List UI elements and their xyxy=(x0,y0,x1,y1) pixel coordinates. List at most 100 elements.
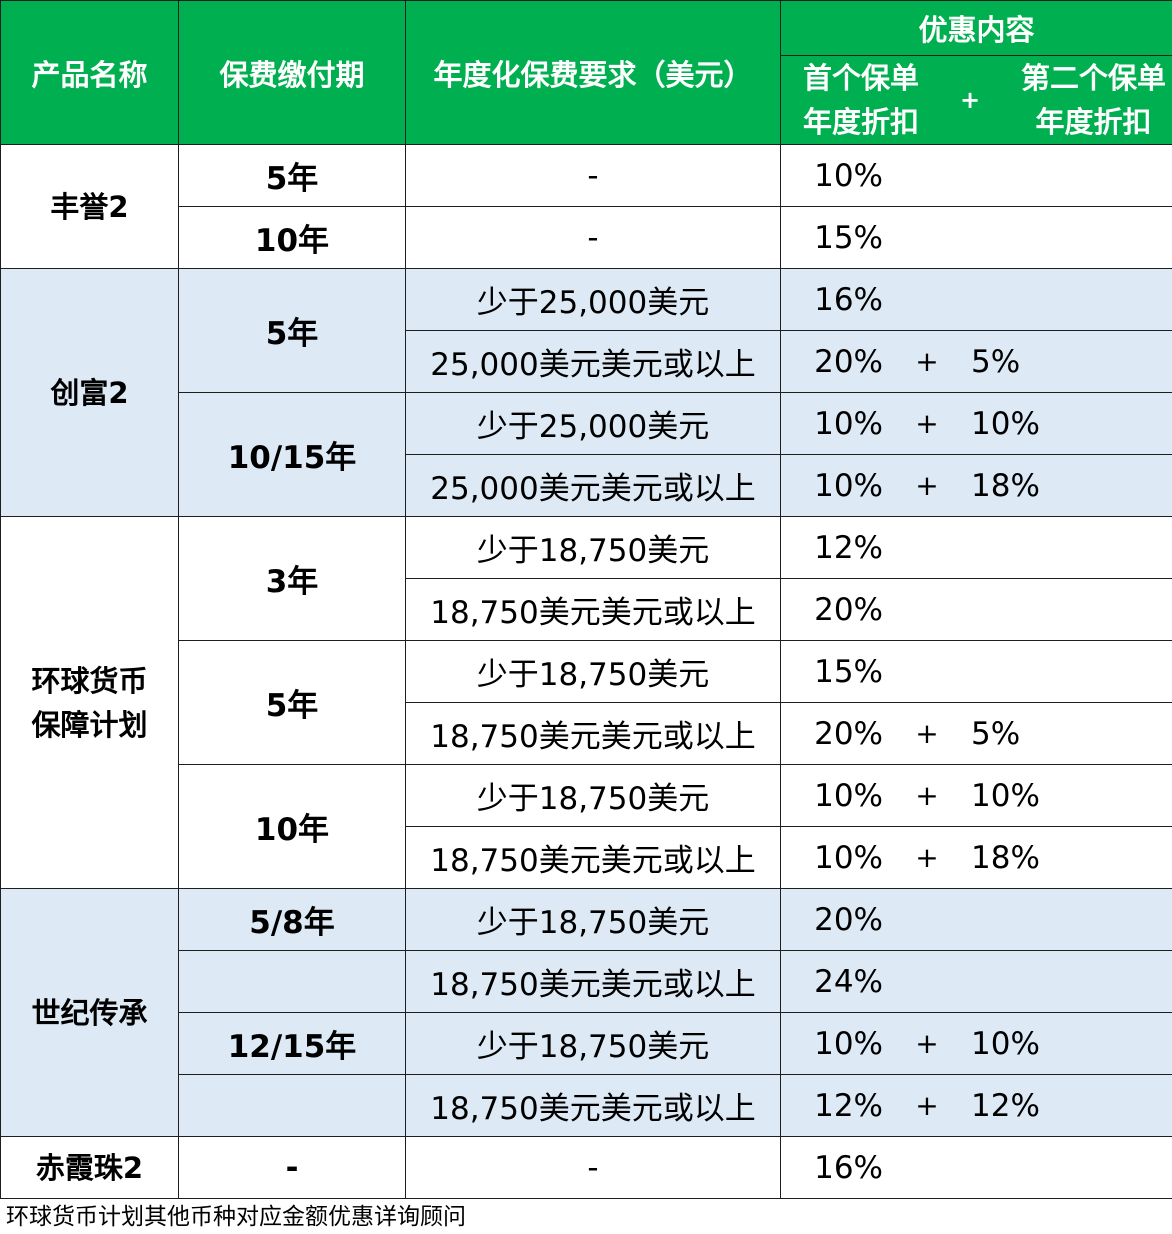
plus-sign: + xyxy=(915,1027,939,1060)
first-discount: 12% xyxy=(814,1087,883,1124)
plus-sign: + xyxy=(915,841,939,874)
requirement-cell: - xyxy=(405,206,781,269)
second-discount: 18% xyxy=(971,839,1040,876)
table-row: 18,750美元美元或以上 12% +12% xyxy=(1,1074,1172,1137)
term-cell: 12/15年 xyxy=(178,1012,406,1075)
second-discount: 10% xyxy=(971,1025,1040,1062)
table-row: 10年 - 15% xyxy=(1,206,1172,269)
header-second-policy: 第二个保单 年度折扣 xyxy=(1020,57,1166,144)
first-discount: 20% xyxy=(814,715,883,752)
discount-cell: 16% xyxy=(780,268,1172,331)
first-discount: 10% xyxy=(814,777,883,814)
requirement-cell: 18,750美元美元或以上 xyxy=(405,578,781,641)
product-name-line2: 保障计划 xyxy=(31,707,148,742)
header-second-policy-line2: 年度折扣 xyxy=(1035,105,1152,139)
header-first-policy-line1: 首个保单 xyxy=(803,61,920,95)
discount-cell: 10% +18% xyxy=(780,826,1172,889)
header-plus-sign: + xyxy=(959,86,981,114)
table-row: 18,750美元美元或以上 10% +18% xyxy=(1,826,1172,889)
footnote-text: 环球货币计划其他币种对应金额优惠详询顾问 xyxy=(6,1204,466,1230)
term-cell: - xyxy=(178,1136,406,1199)
plus-sign: + xyxy=(915,1089,939,1122)
requirement-cell: 少于18,750美元 xyxy=(405,888,781,951)
discount-cell: 15% xyxy=(780,206,1172,269)
term-cell xyxy=(178,950,406,1013)
plus-sign: + xyxy=(915,717,939,750)
requirement-cell: 25,000美元美元或以上 xyxy=(405,454,781,517)
header-offer-content: 优惠内容 xyxy=(780,0,1172,56)
header-discount-subheader: 首个保单 年度折扣 + 第二个保单 年度折扣 xyxy=(780,55,1172,145)
product-name: 世纪传承 xyxy=(31,995,148,1030)
table-body: 丰誉2 5年 - 10% 10年 - 15% 创富2 5年 少于25,000美元… xyxy=(0,144,1172,1199)
discount-cell: 10% +18% xyxy=(780,454,1172,517)
first-discount: 10% xyxy=(814,157,883,194)
second-discount: 18% xyxy=(971,467,1040,504)
table-row: 5年 少于18,750美元 15% xyxy=(1,640,1172,765)
header-first-policy: 首个保单 年度折扣 xyxy=(803,57,920,144)
discount-cell: 12% +12% xyxy=(780,1074,1172,1137)
discount-cell: 10% xyxy=(780,144,1172,207)
first-discount: 12% xyxy=(814,529,883,566)
header-product-name: 产品名称 xyxy=(0,0,179,145)
table-row: 18,750美元美元或以上 20% xyxy=(1,578,1172,641)
second-discount: 10% xyxy=(971,777,1040,814)
requirement-cell: 18,750美元美元或以上 xyxy=(405,702,781,765)
table-row: 25,000美元美元或以上 20% +5% xyxy=(1,330,1172,393)
discount-cell: 20% xyxy=(780,888,1172,951)
requirement-cell: - xyxy=(405,1136,781,1199)
requirement-cell: 25,000美元美元或以上 xyxy=(405,330,781,393)
discount-cell: 10% +10% xyxy=(780,392,1172,455)
premium-discount-table: 产品名称 保费缴付期 年度化保费要求（美元） 优惠内容 首个保单 年度折扣 + … xyxy=(0,0,1172,1199)
product-name-line1: 环球货币 xyxy=(31,663,148,698)
discount-cell: 12% xyxy=(780,516,1172,579)
product-name: 丰誉2 xyxy=(50,189,129,224)
product-cell: 环球货币 保障计划 xyxy=(0,516,179,889)
product-name: 创富2 xyxy=(50,375,129,410)
table-row: 12/15年 少于18,750美元 10% +10% xyxy=(1,1012,1172,1075)
table-row: 世纪传承 5/8年 少于18,750美元 20% xyxy=(0,888,1172,1137)
term-cell: 10年 xyxy=(178,764,406,889)
table-row: 环球货币保障计划 3年 少于18,750美元 12% xyxy=(0,516,1172,889)
term-cell: 5年 xyxy=(178,268,406,393)
term-cell: 3年 xyxy=(178,516,406,641)
requirement-cell: 少于18,750美元 xyxy=(405,764,781,827)
requirement-cell: 少于25,000美元 xyxy=(405,392,781,455)
first-discount: 20% xyxy=(814,901,883,938)
discount-cell: 10% +10% xyxy=(780,1012,1172,1075)
first-discount: 16% xyxy=(814,281,883,318)
table-row: 10年 少于18,750美元 10% +10% xyxy=(1,764,1172,889)
first-discount: 20% xyxy=(814,343,883,380)
term-cell xyxy=(178,1074,406,1137)
term-cell: 5/8年 xyxy=(178,888,406,951)
first-discount: 10% xyxy=(814,1025,883,1062)
second-discount: 5% xyxy=(971,343,1021,380)
first-discount: 10% xyxy=(814,839,883,876)
discount-cell: 16% xyxy=(780,1136,1172,1199)
first-discount: 20% xyxy=(814,591,883,628)
requirement-cell: 少于18,750美元 xyxy=(405,640,781,703)
requirement-cell: 18,750美元美元或以上 xyxy=(405,1074,781,1137)
requirement-cell: 18,750美元美元或以上 xyxy=(405,826,781,889)
plus-sign: + xyxy=(915,779,939,812)
first-discount: 16% xyxy=(814,1149,883,1186)
table-row: 丰誉2 5年 - 10% xyxy=(0,144,1172,269)
plus-sign: + xyxy=(915,469,939,502)
second-discount: 12% xyxy=(971,1087,1040,1124)
header-premium-requirement: 年度化保费要求（美元） xyxy=(405,0,781,145)
requirement-cell: 少于18,750美元 xyxy=(405,516,781,579)
table-row: 25,000美元美元或以上 10% +18% xyxy=(1,454,1172,517)
requirement-cell: 少于18,750美元 xyxy=(405,1012,781,1075)
discount-cell: 24% xyxy=(780,950,1172,1013)
header-second-policy-line1: 第二个保单 xyxy=(1020,61,1166,95)
discount-cell: 20% +5% xyxy=(780,330,1172,393)
table-row: 18,750美元美元或以上 24% xyxy=(1,950,1172,1013)
second-discount: 10% xyxy=(971,405,1040,442)
header-payment-term: 保费缴付期 xyxy=(178,0,406,145)
product-cell: 赤霞珠2 xyxy=(0,1136,179,1199)
plus-sign: + xyxy=(915,345,939,378)
first-discount: 10% xyxy=(814,405,883,442)
term-cell: 5年 xyxy=(178,144,406,207)
product-cell: 创富2 xyxy=(0,268,179,517)
table-row: 18,750美元美元或以上 20% +5% xyxy=(1,702,1172,765)
term-cell: 10/15年 xyxy=(178,392,406,517)
